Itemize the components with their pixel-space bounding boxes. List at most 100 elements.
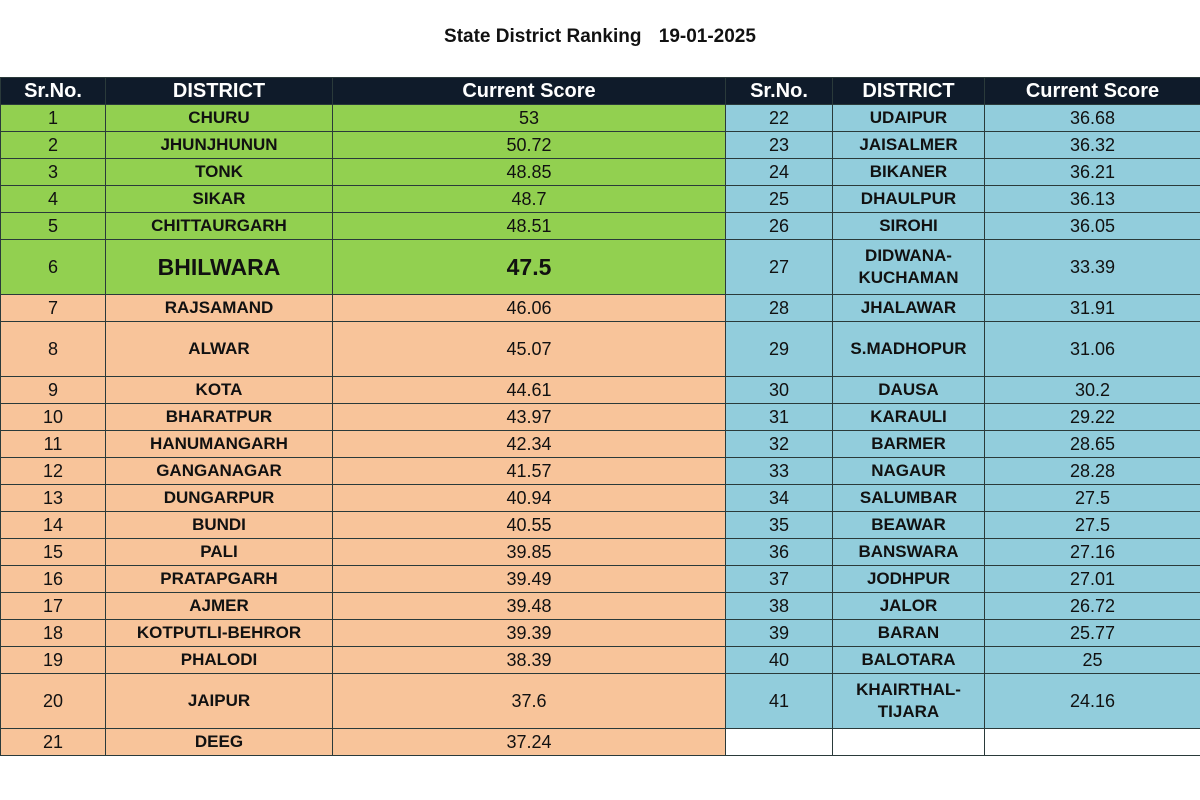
right-district-cell: BALOTARA (832, 646, 985, 674)
right-score-cell: 36.13 (984, 185, 1200, 213)
left-score-cell: 38.39 (332, 646, 726, 674)
table-row: 16 PRATAPGARH 39.49 37 JODHPUR 27.01 (0, 565, 1200, 593)
right-sr-cell: 41 (725, 673, 833, 729)
left-district-cell: CHITTAURGARH (105, 212, 333, 240)
right-score-cell: 26.72 (984, 592, 1200, 620)
left-sr-cell: 12 (0, 457, 106, 485)
right-sr-cell: 34 (725, 484, 833, 512)
right-district-cell: UDAIPUR (832, 104, 985, 132)
left-sr-cell: 5 (0, 212, 106, 240)
left-district-cell: DEEG (105, 728, 333, 756)
right-district-cell: BARMER (832, 430, 985, 458)
left-score-cell: 40.94 (332, 484, 726, 512)
right-score-cell: 31.06 (984, 321, 1200, 377)
right-sr-cell: 23 (725, 131, 833, 159)
left-sr-cell: 11 (0, 430, 106, 458)
header-district-right: DISTRICT (832, 77, 985, 105)
table-row: 7 RAJSAMAND 46.06 28 JHALAWAR 31.91 (0, 294, 1200, 322)
left-score-cell: 46.06 (332, 294, 726, 322)
left-score-cell: 39.39 (332, 619, 726, 647)
right-score-cell: 36.68 (984, 104, 1200, 132)
right-score-cell: 25.77 (984, 619, 1200, 647)
left-sr-cell: 8 (0, 321, 106, 377)
right-district-cell: BARAN (832, 619, 985, 647)
right-score-cell: 25 (984, 646, 1200, 674)
right-district-cell: JAISALMER (832, 131, 985, 159)
right-score-cell: 24.16 (984, 673, 1200, 729)
left-district-cell: GANGANAGAR (105, 457, 333, 485)
left-sr-cell: 15 (0, 538, 106, 566)
header-district-left: DISTRICT (105, 77, 333, 105)
header-score-left: Current Score (332, 77, 726, 105)
left-district-cell: PHALODI (105, 646, 333, 674)
left-score-cell: 41.57 (332, 457, 726, 485)
left-score-cell: 42.34 (332, 430, 726, 458)
left-score-cell: 39.49 (332, 565, 726, 593)
left-district-cell: PRATAPGARH (105, 565, 333, 593)
right-score-cell: 27.01 (984, 565, 1200, 593)
left-sr-cell: 6 (0, 239, 106, 295)
table-row: 11 HANUMANGARH 42.34 32 BARMER 28.65 (0, 430, 1200, 458)
right-sr-cell: 36 (725, 538, 833, 566)
page-title: State District Ranking 19-01-2025 (0, 26, 1200, 48)
table-row: 8 ALWAR 45.07 29 S.MADHOPUR 31.06 (0, 321, 1200, 377)
left-score-cell: 43.97 (332, 403, 726, 431)
right-district-cell: JALOR (832, 592, 985, 620)
header-sr-left: Sr.No. (0, 77, 106, 105)
table-row: 17 AJMER 39.48 38 JALOR 26.72 (0, 592, 1200, 620)
right-district-cell: DHAULPUR (832, 185, 985, 213)
left-sr-cell: 16 (0, 565, 106, 593)
left-sr-cell: 10 (0, 403, 106, 431)
left-score-cell: 48.51 (332, 212, 726, 240)
right-score-cell: 27.5 (984, 484, 1200, 512)
left-sr-cell: 18 (0, 619, 106, 647)
right-score-cell: 36.21 (984, 158, 1200, 186)
left-sr-cell: 14 (0, 511, 106, 539)
table-row: 3 TONK 48.85 24 BIKANER 36.21 (0, 158, 1200, 186)
right-sr-cell: 35 (725, 511, 833, 539)
header-score-right: Current Score (984, 77, 1200, 105)
left-sr-cell: 17 (0, 592, 106, 620)
left-score-cell: 47.5 (332, 239, 726, 295)
table-row: 4 SIKAR 48.7 25 DHAULPUR 36.13 (0, 185, 1200, 213)
right-sr-cell: 32 (725, 430, 833, 458)
right-sr-cell: 25 (725, 185, 833, 213)
right-score-cell: 36.05 (984, 212, 1200, 240)
right-district-cell: SIROHI (832, 212, 985, 240)
right-sr-cell: 26 (725, 212, 833, 240)
table-row: 5 CHITTAURGARH 48.51 26 SIROHI 36.05 (0, 212, 1200, 240)
left-sr-cell: 7 (0, 294, 106, 322)
left-district-cell: BHARATPUR (105, 403, 333, 431)
left-score-cell: 44.61 (332, 376, 726, 404)
table-row: 14 BUNDI 40.55 35 BEAWAR 27.5 (0, 511, 1200, 539)
left-score-cell: 48.7 (332, 185, 726, 213)
title-text: State District Ranking (444, 26, 642, 47)
right-district-cell: S.MADHOPUR (832, 321, 985, 377)
left-sr-cell: 1 (0, 104, 106, 132)
left-district-cell: BUNDI (105, 511, 333, 539)
right-score-cell: 36.32 (984, 131, 1200, 159)
right-sr-cell: 31 (725, 403, 833, 431)
table-row: 12 GANGANAGAR 41.57 33 NAGAUR 28.28 (0, 457, 1200, 485)
right-sr-cell: 24 (725, 158, 833, 186)
right-score-cell: 31.91 (984, 294, 1200, 322)
left-score-cell: 37.6 (332, 673, 726, 729)
left-sr-cell: 19 (0, 646, 106, 674)
right-district-cell: KARAULI (832, 403, 985, 431)
right-sr-cell: 29 (725, 321, 833, 377)
table-row: 2 JHUNJHUNUN 50.72 23 JAISALMER 36.32 (0, 131, 1200, 159)
table-row: 6 BHILWARA 47.5 27 DIDWANA-KUCHAMAN 33.39 (0, 239, 1200, 295)
table-row: 15 PALI 39.85 36 BANSWARA 27.16 (0, 538, 1200, 566)
right-score-cell: 33.39 (984, 239, 1200, 295)
right-score-cell: 28.28 (984, 457, 1200, 485)
table-row: 20 JAIPUR 37.6 41 KHAIRTHAL-TIJARA 24.16 (0, 673, 1200, 729)
right-district-cell: DIDWANA-KUCHAMAN (832, 239, 985, 295)
left-district-cell: RAJSAMAND (105, 294, 333, 322)
left-district-cell: KOTPUTLI-BEHROR (105, 619, 333, 647)
left-district-cell: DUNGARPUR (105, 484, 333, 512)
right-district-cell: NAGAUR (832, 457, 985, 485)
right-sr-cell: 38 (725, 592, 833, 620)
left-district-cell: BHILWARA (105, 239, 333, 295)
left-district-cell: AJMER (105, 592, 333, 620)
left-sr-cell: 4 (0, 185, 106, 213)
